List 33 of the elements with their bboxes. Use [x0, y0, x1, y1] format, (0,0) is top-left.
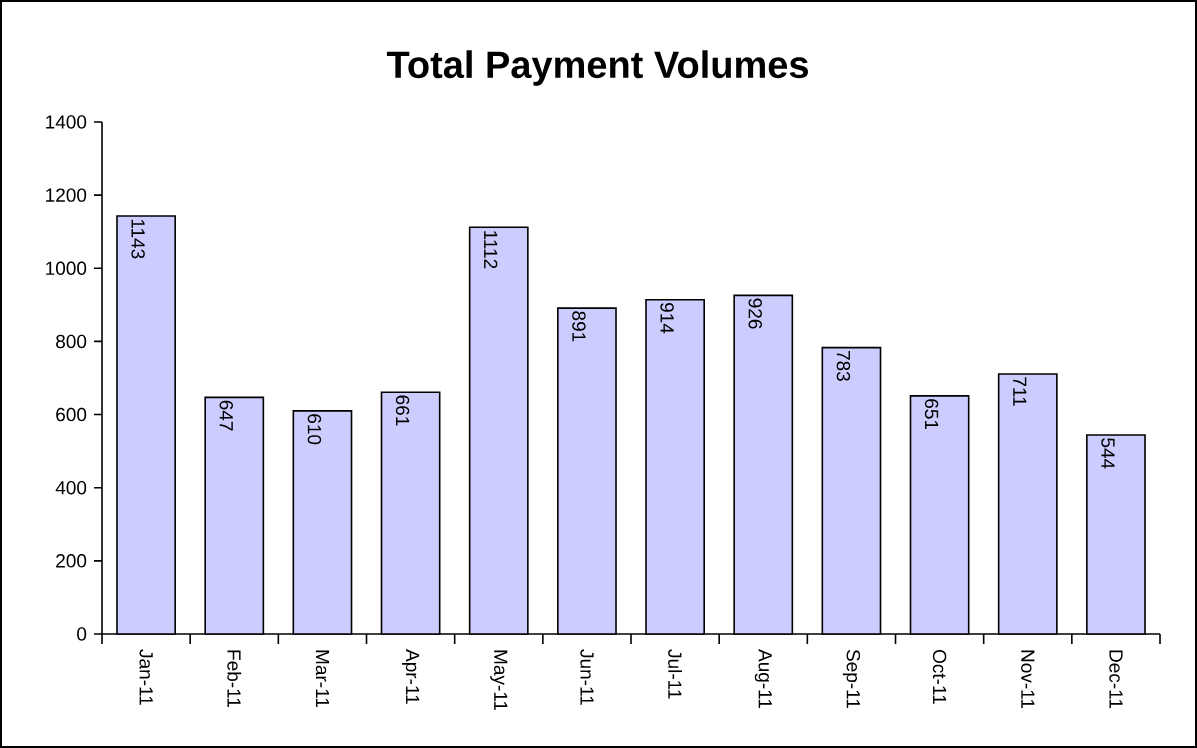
data-label: 610 [307, 414, 322, 445]
y-tick-label: 1200 [46, 188, 87, 202]
data-label: 651 [924, 399, 939, 430]
x-tick-label: Feb-11 [227, 650, 242, 707]
y-tick-label: 1000 [46, 261, 87, 275]
x-tick-label: Jan-11 [139, 649, 153, 705]
x-tick-label: Aug-11 [754, 649, 772, 708]
x-tick-label: Apr-11 [402, 649, 420, 704]
x-tick-label: Jul-11 [668, 649, 683, 699]
chart-title: Total Payment Volumes [386, 50, 808, 86]
data-label: 926 [748, 298, 762, 329]
data-label: 711 [1013, 377, 1027, 406]
x-tick-label: Nov-11 [1021, 650, 1035, 708]
x-tick-label: Oct-11 [932, 649, 947, 704]
y-tick-label: 1400 [46, 115, 87, 129]
data-label: 1143 [131, 219, 145, 259]
y-tick-label: 600 [56, 407, 87, 422]
data-label: 1112 [484, 231, 498, 269]
x-tick-label: Jun-11 [580, 649, 594, 705]
x-tick-label: Mar-11 [315, 650, 330, 707]
x-tick-label: May-11 [490, 650, 508, 711]
y-tick-label: 400 [55, 480, 87, 495]
data-label: 783 [836, 351, 851, 381]
y-tick-label: 800 [56, 334, 87, 349]
data-label: 891 [572, 311, 586, 342]
y-tick-label: 0 [77, 627, 87, 641]
y-tick-label: 200 [56, 554, 87, 568]
data-label: 661 [395, 395, 410, 426]
data-label: 914 [660, 303, 674, 334]
data-label: 647 [219, 400, 233, 431]
x-tick-label: Dec-11 [1109, 650, 1123, 708]
x-tick-label: Sep-11 [842, 649, 861, 708]
data-label: 544 [1101, 438, 1115, 469]
